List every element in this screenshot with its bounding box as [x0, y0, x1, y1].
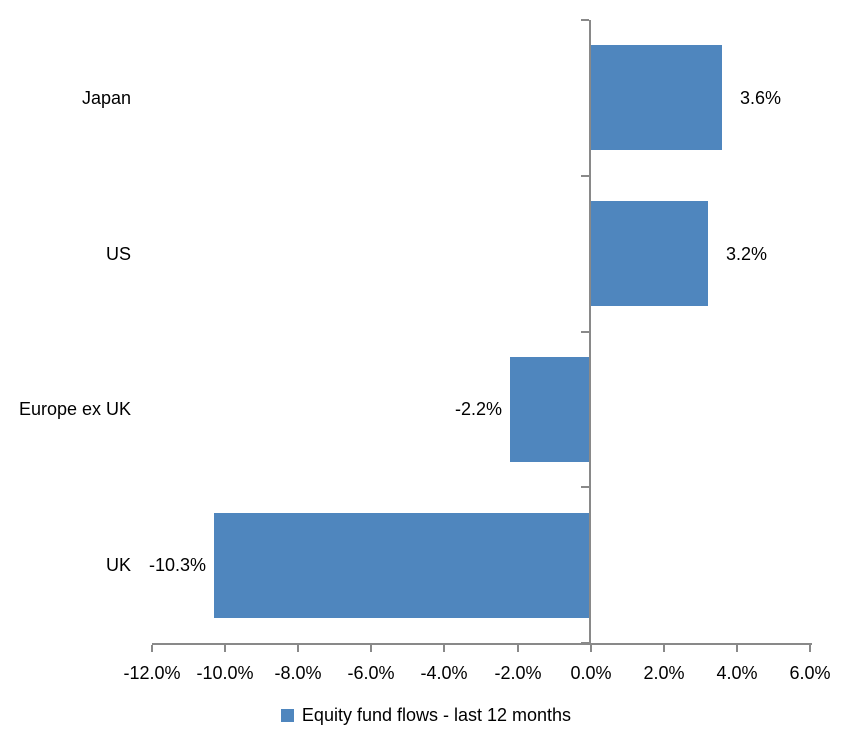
- y-axis-tick: [581, 19, 589, 21]
- bar: [510, 357, 591, 462]
- x-tick-label: -2.0%: [494, 663, 542, 683]
- data-label: -10.3%: [148, 555, 206, 575]
- legend: Equity fund flows - last 12 months: [0, 704, 852, 726]
- x-tick-label: 4.0%: [716, 663, 758, 683]
- x-axis-tick: [443, 645, 445, 652]
- x-axis-tick: [590, 645, 592, 652]
- x-tick-label: -8.0%: [274, 663, 322, 683]
- x-axis-tick: [224, 645, 226, 652]
- y-axis-tick: [581, 175, 589, 177]
- x-axis-tick: [370, 645, 372, 652]
- bar: [590, 201, 708, 306]
- x-axis-line: [152, 643, 812, 645]
- x-tick-label: -6.0%: [347, 663, 395, 683]
- x-tick-label: -12.0%: [123, 663, 181, 683]
- x-tick-label: -4.0%: [420, 663, 468, 683]
- category-label: Europe ex UK: [18, 399, 131, 419]
- data-label: -2.2%: [454, 399, 502, 419]
- x-axis-tick: [809, 645, 811, 652]
- x-axis-tick: [297, 645, 299, 652]
- category-label: Japan: [81, 88, 131, 108]
- y-axis-tick: [581, 331, 589, 333]
- bar: [214, 513, 591, 618]
- bar: [590, 45, 723, 150]
- x-axis-tick: [663, 645, 665, 652]
- x-tick-label: 2.0%: [643, 663, 685, 683]
- x-axis-tick: [517, 645, 519, 652]
- category-label: US: [105, 244, 131, 264]
- x-axis-tick: [151, 645, 153, 652]
- data-label: 3.2%: [726, 244, 768, 264]
- legend-label: Equity fund flows - last 12 months: [301, 705, 572, 725]
- legend-square-marker-icon: [280, 708, 294, 722]
- x-axis-tick: [736, 645, 738, 652]
- x-tick-label: 6.0%: [789, 663, 831, 683]
- x-tick-label: 0.0%: [570, 663, 612, 683]
- data-label: 3.6%: [740, 88, 782, 108]
- x-tick-label: -10.0%: [196, 663, 254, 683]
- y-axis-line: [589, 20, 591, 645]
- y-axis-tick: [581, 486, 589, 488]
- category-label: UK: [105, 555, 131, 575]
